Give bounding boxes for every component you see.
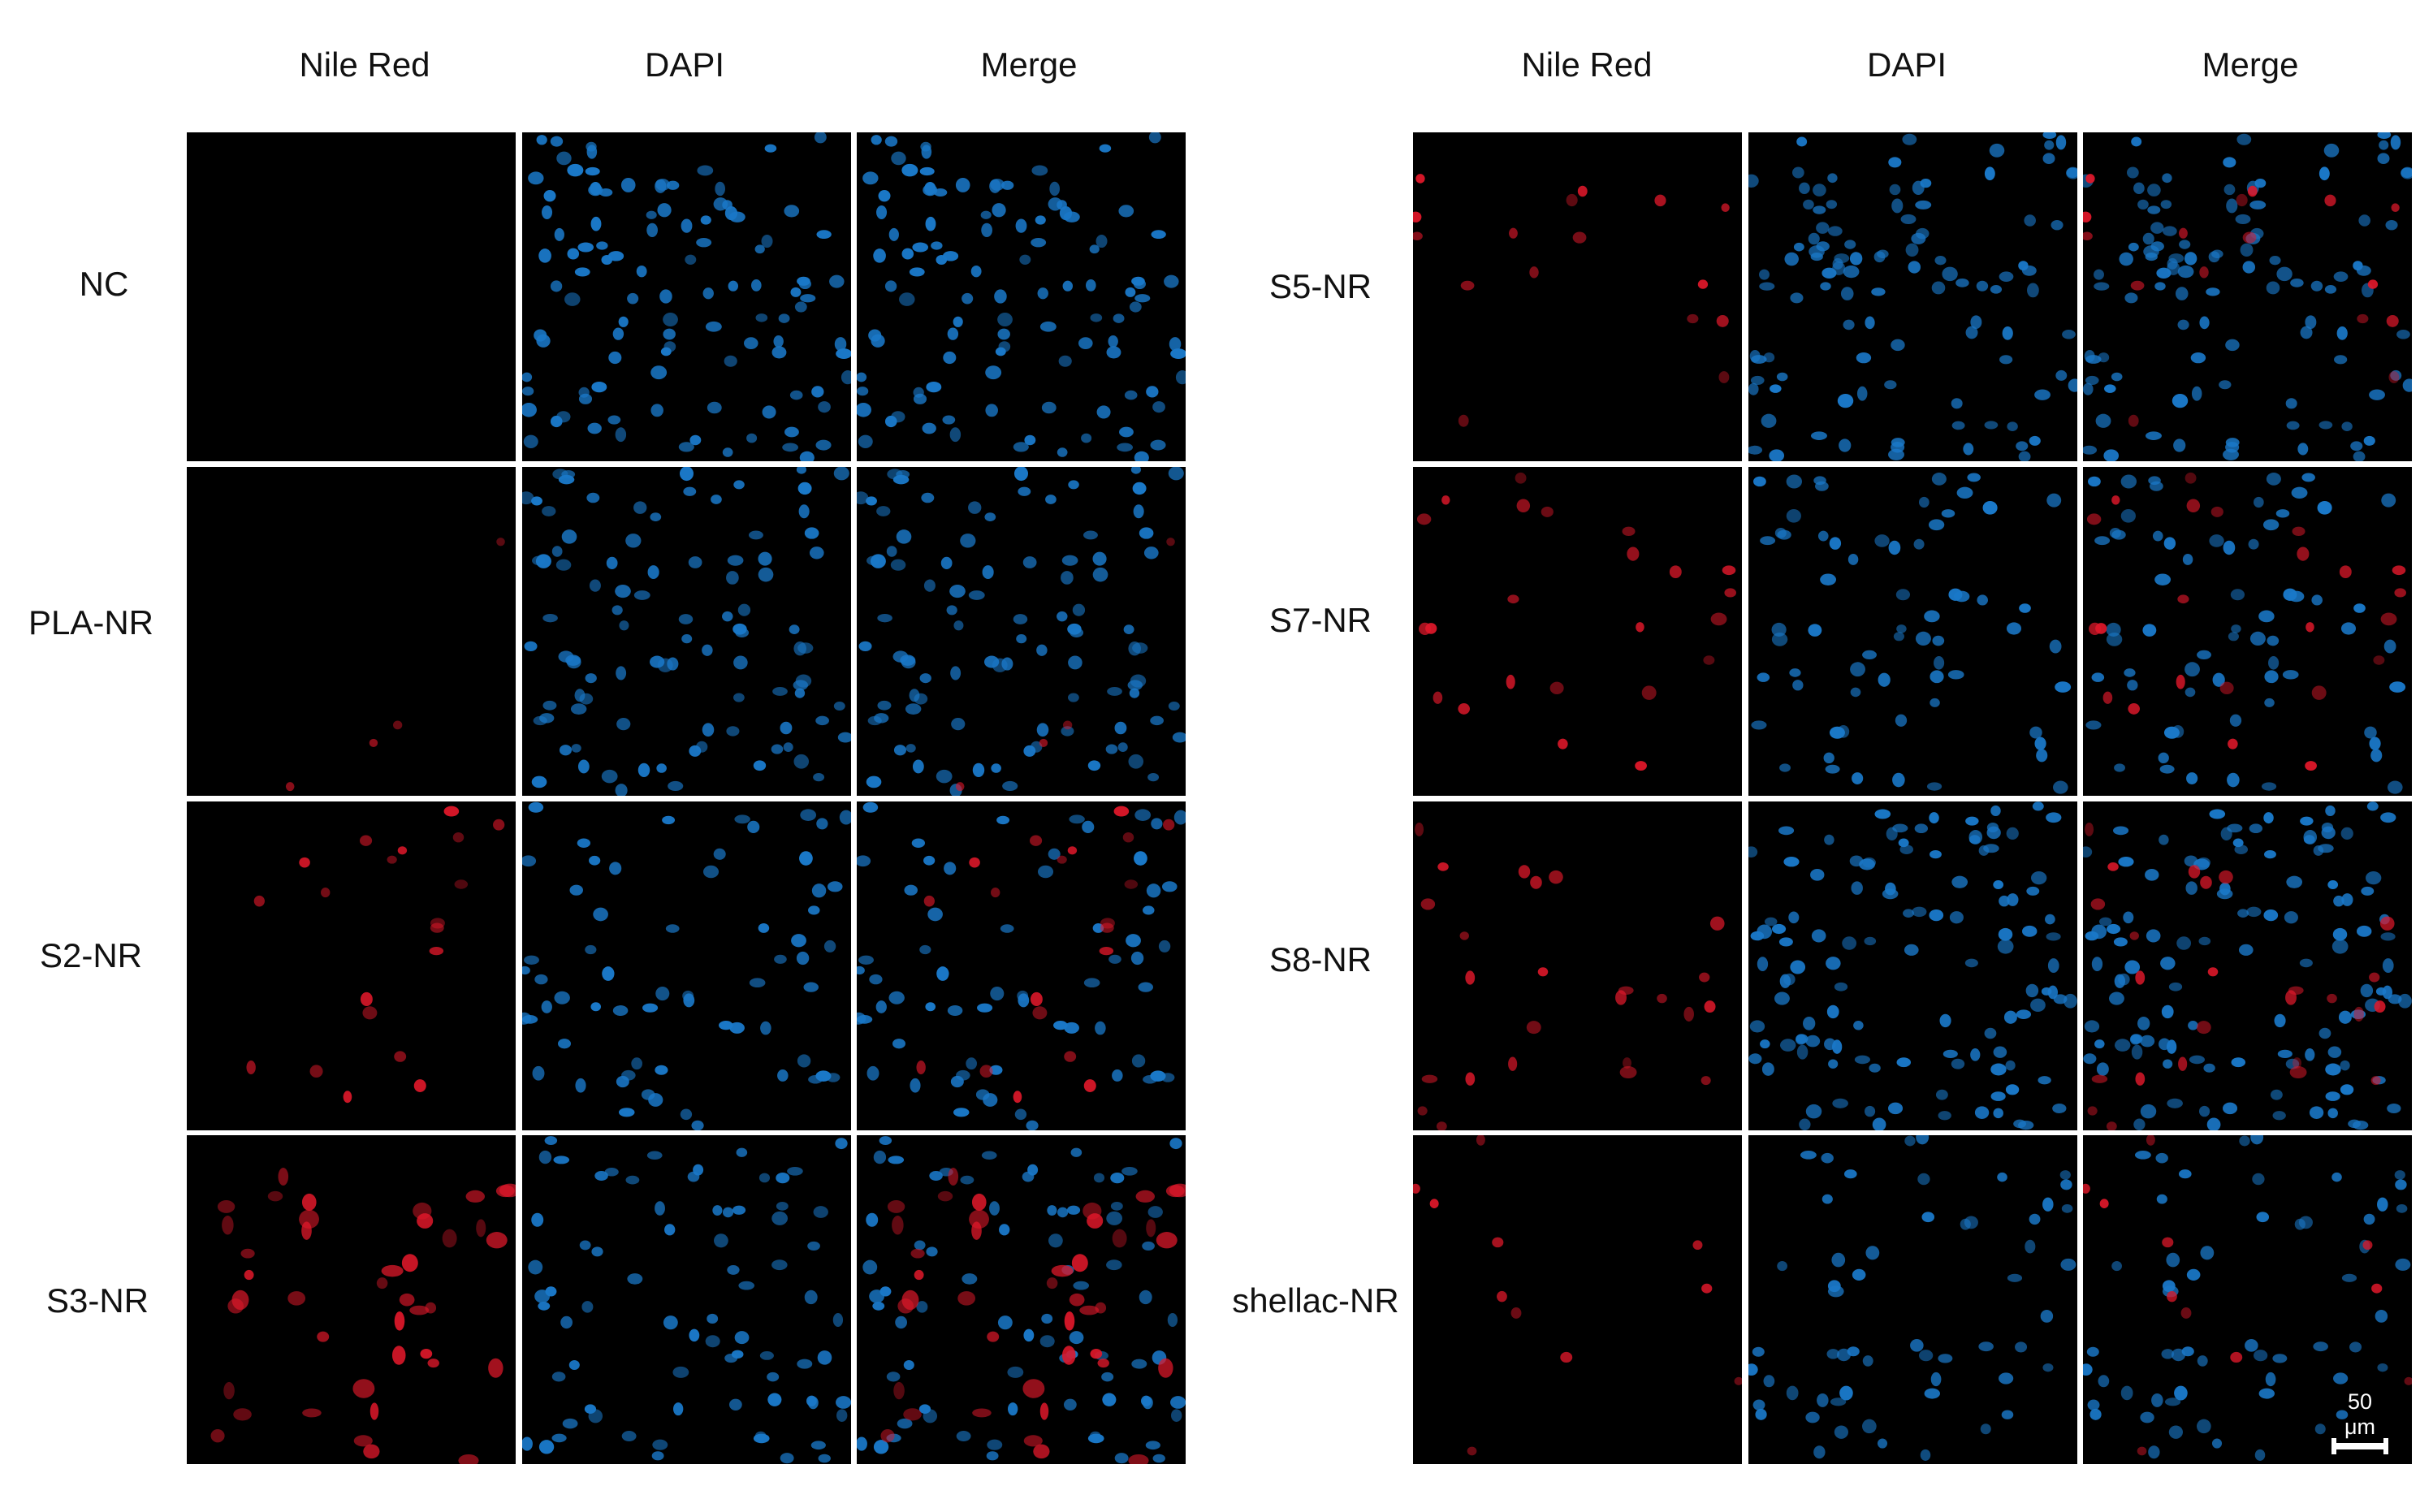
row-label-s5-nr: S5-NR	[1268, 267, 1372, 305]
row-label-shellac-nr: shellac-NR	[1232, 1281, 1399, 1320]
panel-s2-nr-nile-red	[187, 801, 516, 1130]
row-label-s3-nr: S3-NR	[45, 1281, 149, 1320]
panel-shellac-nr-dapi	[1748, 1135, 2077, 1464]
column-header-nile-red-right: Nile Red	[1521, 45, 1653, 84]
panel-s7-nr-dapi	[1748, 467, 2077, 796]
panel-s7-nr-merge	[2083, 467, 2412, 796]
column-header-merge-right: Merge	[2202, 45, 2299, 84]
panel-s2-nr-merge	[857, 801, 1186, 1130]
column-header-dapi-right: DAPI	[1866, 45, 1947, 84]
panel-s8-nr-nile-red	[1413, 801, 1742, 1130]
panel-pla-nr-dapi	[522, 467, 851, 796]
scale-bar: 50 μm	[2331, 1389, 2389, 1454]
panel-s5-nr-nile-red	[1413, 132, 1742, 461]
panel-pla-nr-nile-red	[187, 467, 516, 796]
panel-nc-dapi	[522, 132, 851, 461]
row-label-pla-nr: PLA-NR	[28, 603, 154, 642]
panel-s3-nr-merge	[857, 1135, 1186, 1464]
panel-s3-nr-nile-red	[187, 1135, 516, 1464]
row-label-nc: NC	[79, 265, 129, 303]
scale-bar-line	[2331, 1438, 2388, 1454]
column-header-nile-red-left: Nile Red	[299, 45, 430, 84]
panel-shellac-nr-nile-red	[1413, 1135, 1742, 1464]
panel-s8-nr-dapi	[1748, 801, 2077, 1130]
panel-s7-nr-nile-red	[1413, 467, 1742, 796]
row-label-s2-nr: S2-NR	[39, 936, 143, 974]
row-label-s8-nr: S8-NR	[1268, 940, 1372, 978]
panel-s5-nr-dapi	[1748, 132, 2077, 461]
panel-pla-nr-merge	[857, 467, 1186, 796]
row-label-s7-nr: S7-NR	[1268, 601, 1372, 639]
panel-s3-nr-dapi	[522, 1135, 851, 1464]
scale-bar-label: 50 μm	[2344, 1389, 2376, 1439]
panel-nc-merge	[857, 132, 1186, 461]
column-header-dapi-left: DAPI	[644, 45, 725, 84]
panel-s8-nr-merge	[2083, 801, 2412, 1130]
panel-nc-nile-red	[187, 132, 516, 461]
panel-s5-nr-merge	[2083, 132, 2412, 461]
panel-shellac-nr-merge: 50 μm	[2083, 1135, 2412, 1464]
column-header-merge-left: Merge	[980, 45, 1078, 84]
panel-s2-nr-dapi	[522, 801, 851, 1130]
